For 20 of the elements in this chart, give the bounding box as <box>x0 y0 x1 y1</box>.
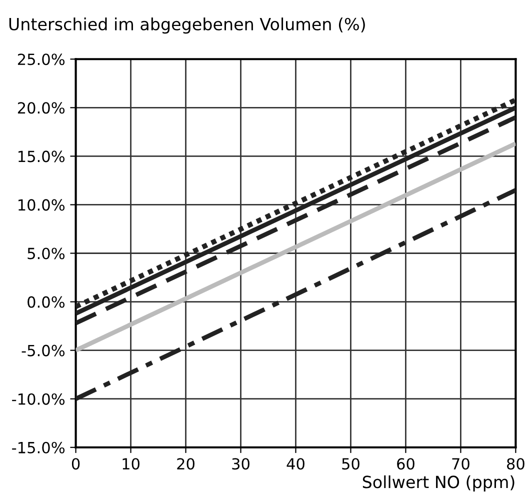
y-axis-title: Unterschied im abgegebenen Volumen (%) <box>9 18 365 34</box>
x-tick-label: 70 <box>452 458 470 470</box>
y-tick-label: -15.0% <box>12 442 65 454</box>
y-tick-label: 25.0% <box>18 54 65 66</box>
x-axis-title: Sollwert NO (ppm) <box>362 475 514 492</box>
x-tick-label: 0 <box>72 458 80 470</box>
y-tick-label: 20.0% <box>18 102 65 114</box>
y-tick-label: 0.0% <box>28 296 65 308</box>
y-tick-label: -10.0% <box>12 393 65 405</box>
x-tick-label: 40 <box>286 458 304 470</box>
y-tick-label: -5.0% <box>22 344 65 356</box>
x-tick-label: 80 <box>507 458 524 470</box>
y-tick-label: 15.0% <box>18 150 65 162</box>
x-tick-label: 20 <box>177 458 194 470</box>
y-tick-label: 10.0% <box>18 199 65 211</box>
x-tick-label: 50 <box>342 458 360 470</box>
y-tick-label: 5.0% <box>28 248 65 260</box>
x-tick-label: 30 <box>232 458 250 470</box>
x-tick-label: 10 <box>122 458 140 470</box>
x-tick-label: 60 <box>397 458 414 470</box>
